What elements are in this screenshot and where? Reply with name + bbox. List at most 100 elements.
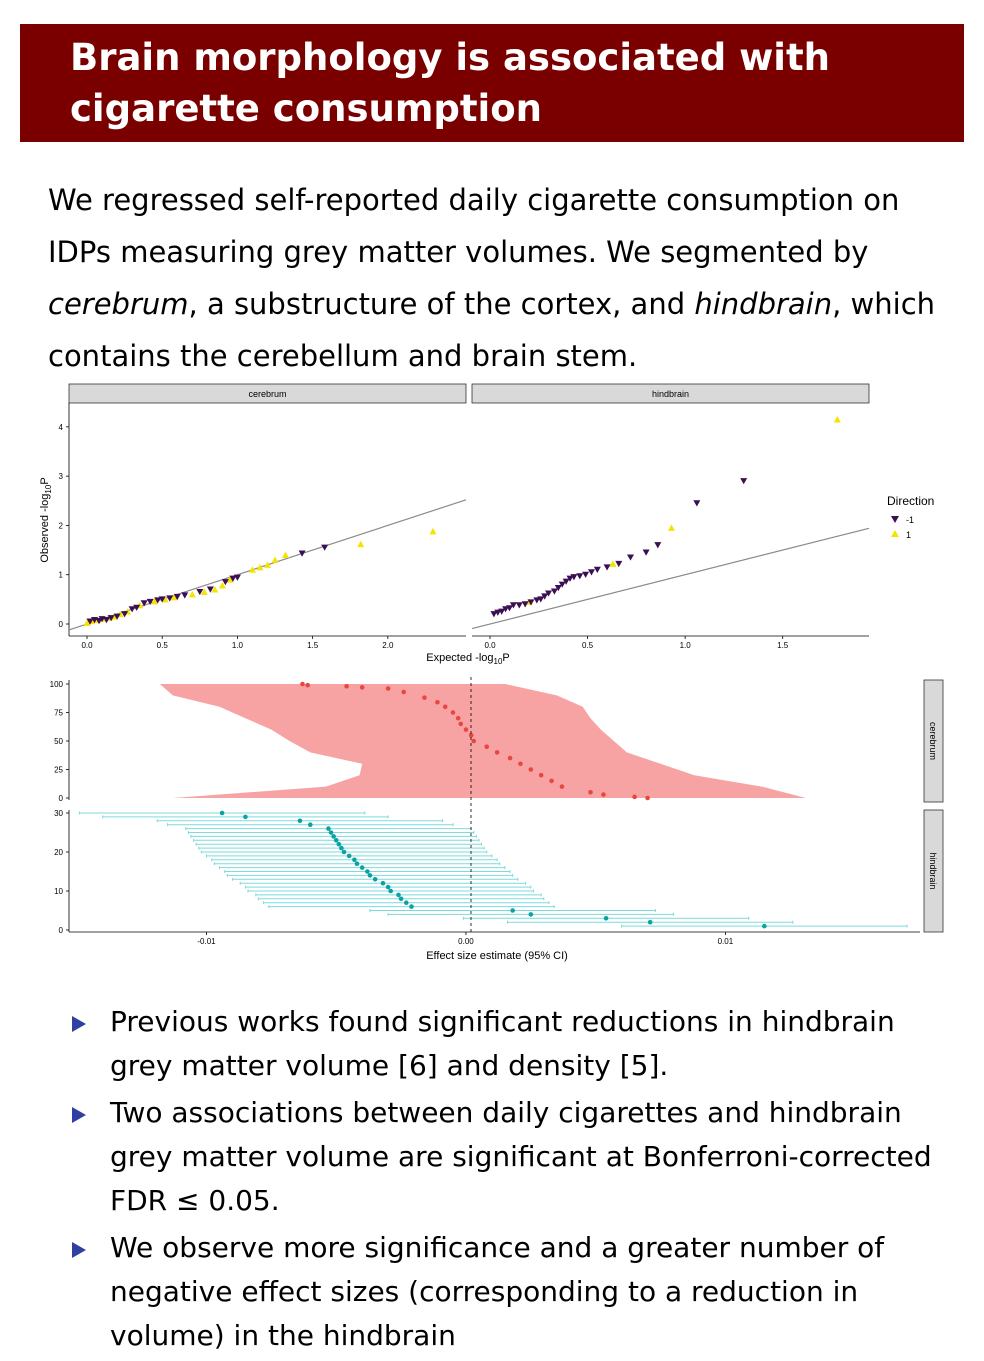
qq-point-positive [256,563,264,571]
finding-text: We observe more significance and a great… [110,1231,885,1352]
qq-x-axis-label: Expected -log10P [426,652,510,666]
slide-title-line-2: cigarette consumption [70,87,542,130]
qq-point-negative [107,615,115,622]
hindbrain-estimate-point [354,861,360,866]
cerebrum-estimate-point [468,733,474,738]
qq-point-negative [570,574,578,581]
strip-right-label-cerebrum: cerebrum [928,722,938,760]
qq-point-negative [502,606,510,613]
panel-hindbrain [78,810,908,929]
qq-point-negative [533,597,541,604]
cerebrum-estimate-point [300,681,305,687]
qq-y-label-subscript: 10 [44,484,53,493]
hindbrain-estimate-point [398,896,404,902]
cerebrum-estimate-point [463,727,469,732]
intro-term-cerebrum: cerebrum [48,287,189,321]
hindbrain-estimate-point [297,818,303,824]
hindbrain-estimate-point [603,916,609,921]
cerebrum-estimate-point [442,704,448,710]
qq-point-positive [667,524,675,531]
forest-x-axis-label: Effect size estimate (95% CI) [426,950,568,962]
qq-point-positive [833,415,841,423]
qq-point-negative [642,549,650,556]
qq-point-negative [128,606,136,613]
cerebrum-estimate-point [632,794,637,800]
intro-term-hindbrain: hindbrain [694,287,833,321]
qq-point-negative [509,602,517,609]
hindbrain-estimate-point [380,880,386,886]
qq-point-negative [515,602,523,609]
hindbrain-estimate-point [385,884,391,890]
strip-hindbrain [471,383,870,404]
qq-point-negative [494,609,502,616]
strip-right-cerebrum [923,679,944,803]
qq-x-label-text: Expected -log [426,652,493,664]
finding-text: Two associations between daily cigarette… [110,1096,932,1217]
qq-point-negative [140,600,148,607]
cerebrum-estimate-point [518,761,523,767]
qq-point-negative [615,560,623,568]
qq-x-tick-label: 0.5 [157,641,169,650]
qq-x-tick-label: 1.5 [777,641,789,650]
qq-x-tick-label: 1.5 [307,641,319,650]
qq-point-negative [113,613,121,620]
qq-reference-lines [68,499,870,631]
findings-list: Previous works found significant reducti… [0,1000,984,1361]
qq-point-negative [562,578,570,585]
cerebrum-estimate-point [484,744,490,749]
cerebrum-estimate-point [458,721,464,727]
strip-label-hindbrain: hindbrain [652,389,689,399]
legend-label-positive: 1 [906,530,911,540]
qq-point-negative [103,617,111,624]
hindbrain-estimate-point [328,830,334,835]
hindbrain-estimate-point [372,877,378,882]
hindbrain-estimate-point [352,857,357,863]
strip-label-cerebrum: cerebrum [248,389,286,399]
hindbrain-estimate-point [396,892,401,898]
hindbrain-estimate-point [359,865,365,870]
qq-point-positive [264,561,271,568]
hindbrain-estimate-point [339,845,344,851]
hindbrain-y-tick-label: 30 [54,809,63,818]
qq-point-negative [158,596,166,603]
qq-point-positive [218,582,226,589]
qq-reference-line-hindbrain [471,527,870,630]
hindbrain-estimate-point [331,834,336,839]
qq-point-negative [321,544,329,551]
qq-y-tick-label: 3 [59,472,64,481]
qq-point-negative [166,595,174,602]
hindbrain-y-tick-label: 20 [54,848,63,857]
qq-point-negative [693,500,701,507]
intro-text-1: We regressed self-reported daily cigaret… [48,183,900,269]
qq-point-negative [181,592,189,599]
cerebrum-estimate-point [645,795,650,801]
cerebrum-y-tick-label: 75 [54,709,63,718]
legend-label-negative: -1 [906,515,914,525]
qq-points [83,415,841,627]
forest-ticks: 0 25 50 75 100 0 10 20 30 -0.01 0.00 0.01 [50,680,734,946]
title-bar: Brain morphology is associated with ciga… [20,24,964,142]
qq-point-negative [490,611,498,618]
qq-y-tick-label: 0 [59,620,64,629]
qq-point-negative [593,566,601,573]
qq-x-tick-label: 0.0 [484,641,496,650]
hindbrain-estimate-point [346,853,352,859]
qq-x-label-text-end: P [502,652,509,664]
qq-point-negative [576,573,584,580]
qq-point-positive [200,588,208,595]
cerebrum-y-tick-label: 50 [54,737,63,746]
cerebrum-estimate-point [401,689,406,695]
qq-x-label-subscript: 10 [494,657,503,666]
strip-cerebrum [68,383,467,404]
qq-point-negative [550,588,558,595]
qq-point-negative [626,554,634,561]
qq-point-positive [357,540,365,548]
cerebrum-estimate-point [305,682,310,688]
hindbrain-estimate-point [219,810,225,816]
hindbrain-estimate-point [647,919,653,925]
qq-point-negative [146,598,154,606]
qq-y-axis-label: Observed -log10P [39,477,53,562]
qq-point-negative [86,618,94,625]
